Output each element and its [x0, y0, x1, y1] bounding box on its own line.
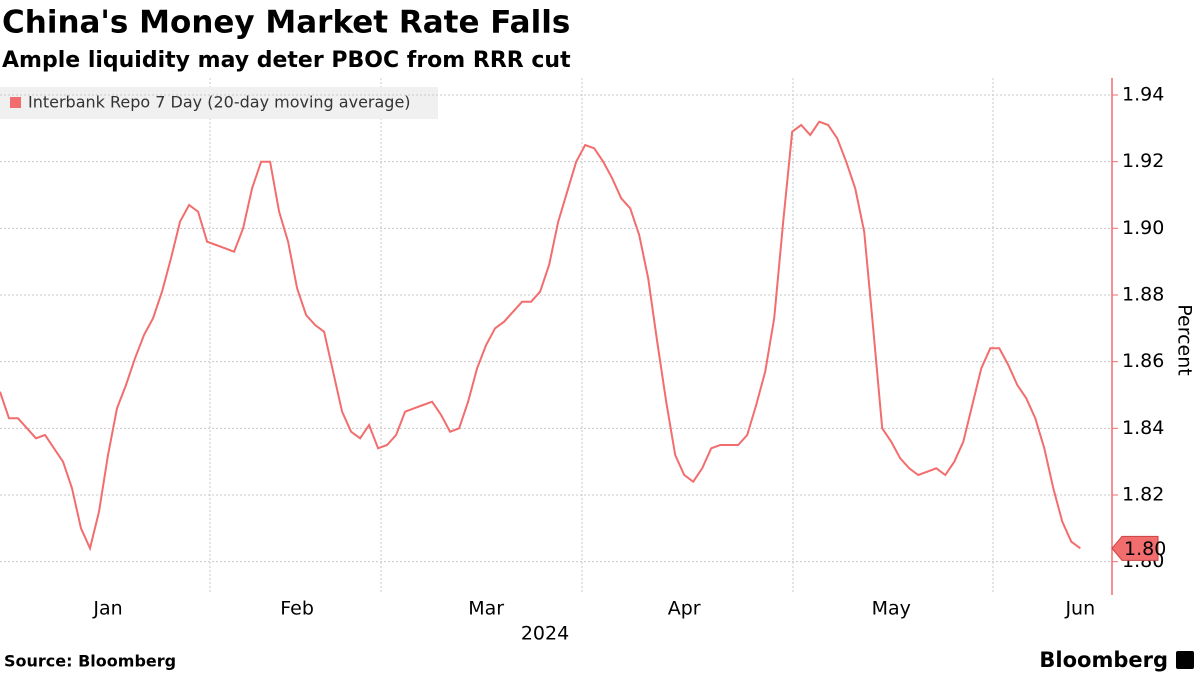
x-tick-label: Feb — [280, 598, 314, 620]
x-tick-label: Jan — [92, 598, 122, 620]
value-label: 1.80 — [1124, 538, 1166, 560]
y-tick-label: 1.94 — [1122, 84, 1164, 106]
legend-swatch — [10, 97, 21, 108]
x-tick-label: May — [872, 598, 911, 620]
y-tick-label: 1.92 — [1122, 150, 1164, 172]
legend-label: Interbank Repo 7 Day (20-day moving aver… — [28, 93, 411, 112]
last-value-tag — [1111, 535, 1159, 561]
y-tick-label: 1.82 — [1122, 484, 1164, 506]
logo-icon — [1176, 651, 1194, 669]
source: Source: Bloomberg — [4, 652, 176, 671]
y-tick-label: 1.88 — [1122, 284, 1164, 306]
chart-title: China's Money Market Rate Falls — [2, 5, 570, 41]
chart-subtitle: Ample liquidity may deter PBOC from RRR … — [2, 48, 571, 73]
line — [0, 120, 1081, 552]
x-axis-label: 2024 — [521, 623, 569, 645]
logo: Bloomberg — [1039, 648, 1168, 672]
y-tick-label: 1.90 — [1122, 217, 1164, 239]
y-axis-label: Percent — [1174, 304, 1196, 376]
legend-box — [0, 87, 438, 119]
x-tick-label: Jun — [1064, 598, 1095, 620]
month-grid — [209, 78, 994, 594]
y-tick-label: 1.86 — [1122, 350, 1164, 372]
x-tick-label: Apr — [668, 598, 701, 620]
x-tick-label: Mar — [468, 598, 504, 620]
y-tick-label: 1.84 — [1122, 417, 1164, 439]
